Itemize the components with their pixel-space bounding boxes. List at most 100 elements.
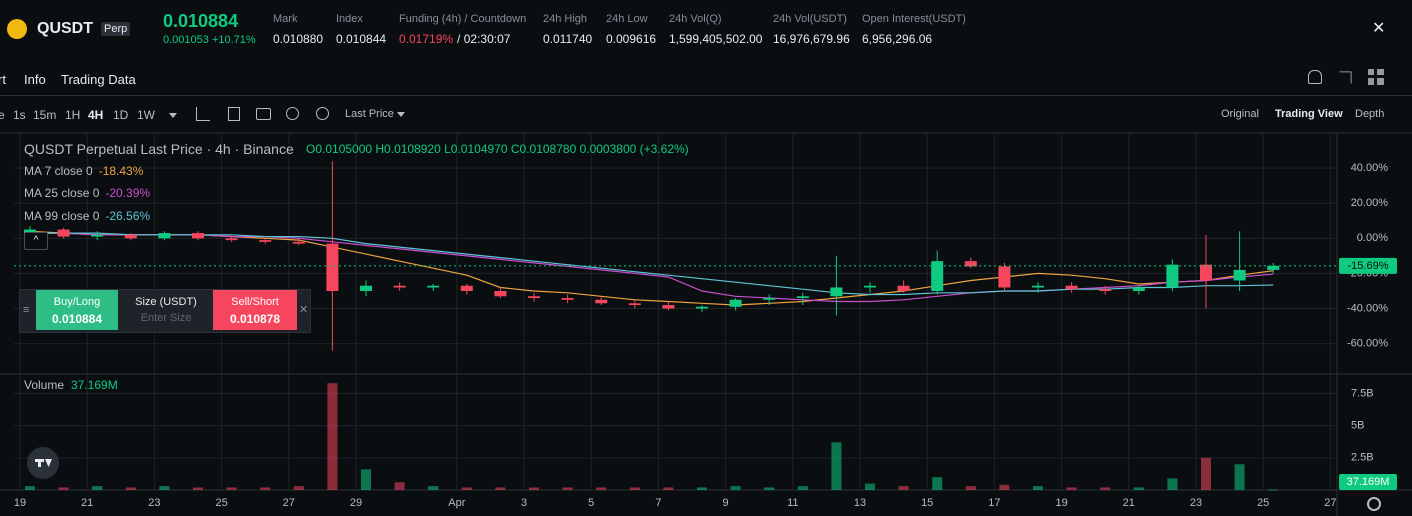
- layout-icon[interactable]: [1368, 69, 1384, 85]
- tv-logo[interactable]: [27, 447, 59, 479]
- candle-body: [662, 305, 675, 309]
- volume-tag: [1339, 474, 1397, 490]
- interval[interactable]: 1s: [13, 108, 26, 122]
- stat-label: 24h High: [543, 13, 588, 25]
- candle-body: [1166, 264, 1179, 288]
- x-tick-label: 25: [1257, 497, 1269, 509]
- stat-value-text: 0.010844: [336, 32, 387, 46]
- candle-body: [729, 299, 742, 307]
- indicator-icon[interactable]: [196, 107, 210, 121]
- stat-label: Index: [336, 13, 363, 25]
- candle-body: [326, 243, 339, 291]
- volume-bar: [461, 487, 472, 490]
- volume-bar: [495, 487, 506, 490]
- stat-value-text: 0.011740: [543, 32, 593, 46]
- drag-handle[interactable]: ≡: [23, 304, 30, 316]
- candle-body: [360, 285, 372, 291]
- tab[interactable]: rt: [0, 72, 6, 87]
- candle-body: [1132, 287, 1145, 291]
- divider: [0, 95, 1412, 96]
- symbol[interactable]: QUSDT: [37, 20, 93, 37]
- volume-bar: [1268, 489, 1279, 491]
- dropdown-arrow[interactable]: [397, 112, 405, 121]
- settings-icon[interactable]: [316, 107, 329, 120]
- volume-bar: [361, 469, 371, 490]
- view-option[interactable]: Depth: [1355, 108, 1385, 120]
- volume-bar: [529, 487, 539, 490]
- view-option[interactable]: Original: [1221, 108, 1259, 120]
- ma-name: MA 7 close 0: [24, 164, 93, 178]
- change: 0.001053: [163, 34, 209, 46]
- collapse-button[interactable]: ^: [24, 232, 48, 250]
- size-placeholder: Enter Size: [140, 312, 192, 324]
- stat-value: 6,956,296.06: [862, 32, 932, 46]
- y-tick-label: 7.5B: [1351, 387, 1374, 399]
- volume-bar: [999, 484, 1010, 490]
- ma-legend-row: MA 7 close 0 -18.43%: [24, 164, 143, 178]
- candle-body: [494, 291, 507, 297]
- sell-price: 0.010878: [229, 312, 281, 326]
- x-tick-label: 29: [350, 497, 362, 509]
- candle-body: [1065, 285, 1078, 290]
- candle-body: [259, 240, 272, 242]
- y-tick-label: 40.00%: [1351, 162, 1389, 174]
- sell-button[interactable]: Sell/Short 0.010878: [213, 290, 297, 330]
- volume-bar: [1066, 487, 1077, 490]
- stat-value-text: 1,599,405,502.00: [669, 32, 763, 46]
- candle-body: [998, 266, 1011, 288]
- volume-bar: [394, 482, 405, 490]
- camera-icon[interactable]: [256, 108, 271, 120]
- candle-body: [897, 285, 910, 291]
- candle-body: [1200, 264, 1212, 281]
- tab[interactable]: Info: [24, 72, 46, 87]
- interval[interactable]: 15m: [33, 108, 57, 122]
- close-panel[interactable]: ✕: [299, 304, 309, 316]
- x-tick-label: 23: [1190, 497, 1202, 509]
- stat-value: 1,599,405,502.00: [669, 32, 762, 46]
- x-tick-label: 27: [283, 497, 295, 509]
- candle-body: [427, 285, 440, 288]
- size-input[interactable]: Size (USDT) Enter Size: [122, 290, 210, 330]
- expand-icon[interactable]: [1339, 71, 1352, 84]
- volume-bar: [193, 487, 203, 490]
- candle-icon[interactable]: [228, 107, 240, 121]
- bell-icon[interactable]: [1308, 70, 1322, 84]
- settings-icon[interactable]: [1367, 497, 1381, 511]
- ma-name: MA 99 close 0: [24, 209, 100, 223]
- x-tick-label: 17: [988, 497, 1000, 509]
- candle-body: [1233, 269, 1246, 281]
- volume-bar: [730, 486, 741, 490]
- volume-bar: [764, 487, 775, 490]
- volume-bar: [932, 477, 943, 490]
- add-icon[interactable]: [286, 107, 299, 120]
- price-type[interactable]: Last Price: [345, 108, 394, 120]
- close-button[interactable]: ✕: [1372, 20, 1386, 37]
- ma-name: MA 25 close 0: [24, 186, 100, 200]
- candle-body: [1032, 285, 1044, 288]
- x-tick-label: 21: [1123, 497, 1135, 509]
- candle-body: [696, 306, 708, 309]
- interval[interactable]: 1D: [113, 108, 129, 122]
- y-tick-label: 2.5B: [1351, 452, 1374, 464]
- volume-bar: [58, 487, 69, 490]
- volume-bar: [293, 486, 304, 490]
- x-tick-label: 9: [723, 497, 729, 509]
- volume-bar: [865, 483, 875, 490]
- interval[interactable]: 4H: [88, 108, 104, 122]
- candle-body: [964, 261, 977, 267]
- volume-bar: [1100, 487, 1111, 490]
- interval[interactable]: 1H: [65, 108, 81, 122]
- volume-bar: [697, 487, 707, 490]
- view-option[interactable]: Trading View: [1275, 108, 1343, 120]
- candle-body: [225, 238, 238, 241]
- interval[interactable]: 1W: [137, 108, 155, 122]
- tab[interactable]: Trading Data: [61, 72, 136, 87]
- volume-bar: [965, 486, 976, 490]
- buy-button[interactable]: Buy/Long 0.010884: [36, 290, 118, 330]
- candle-body: [393, 285, 406, 288]
- volume-bar: [1133, 487, 1144, 490]
- volume-bar: [25, 486, 35, 490]
- dropdown-arrow[interactable]: [169, 113, 177, 122]
- ma-legend-row: MA 99 close 0 -26.56%: [24, 209, 150, 223]
- candle-body: [460, 285, 473, 291]
